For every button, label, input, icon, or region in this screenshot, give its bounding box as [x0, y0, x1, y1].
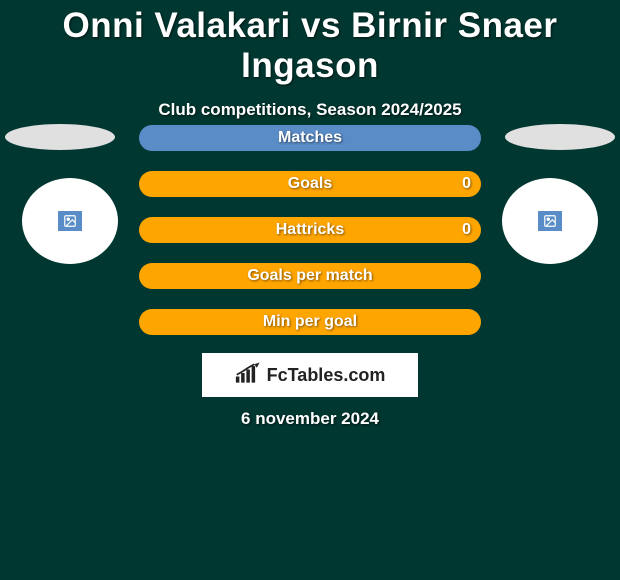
placeholder-icon: [538, 211, 562, 231]
date-label: 6 november 2024: [0, 409, 620, 429]
stat-row-matches: Matches: [139, 125, 481, 151]
stat-label: Goals: [288, 175, 332, 193]
player-left-shadow: [5, 124, 115, 150]
stat-label: Hattricks: [276, 221, 344, 239]
stat-row-goals: Goals 0: [139, 171, 481, 197]
player-right-shadow: [505, 124, 615, 150]
placeholder-icon: [58, 211, 82, 231]
stat-row-goals-per-match: Goals per match: [139, 263, 481, 289]
stat-right-value: 0: [462, 171, 471, 197]
player-right-avatar: [502, 178, 598, 264]
subtitle: Club competitions, Season 2024/2025: [0, 100, 620, 120]
stat-label: Matches: [278, 129, 342, 147]
stat-right-value: 0: [462, 217, 471, 243]
stat-row-hattricks: Hattricks 0: [139, 217, 481, 243]
player-left-avatar: [22, 178, 118, 264]
stat-row-min-per-goal: Min per goal: [139, 309, 481, 335]
stats-container: Matches Goals 0 Hattricks 0 Goals per ma…: [139, 125, 481, 355]
stat-label: Goals per match: [247, 267, 372, 285]
chart-icon: [235, 362, 263, 389]
stat-label: Min per goal: [263, 313, 357, 331]
brand-box: FcTables.com: [202, 353, 418, 397]
brand-label: FcTables.com: [267, 365, 386, 386]
page-title: Onni Valakari vs Birnir Snaer Ingason: [0, 0, 620, 86]
